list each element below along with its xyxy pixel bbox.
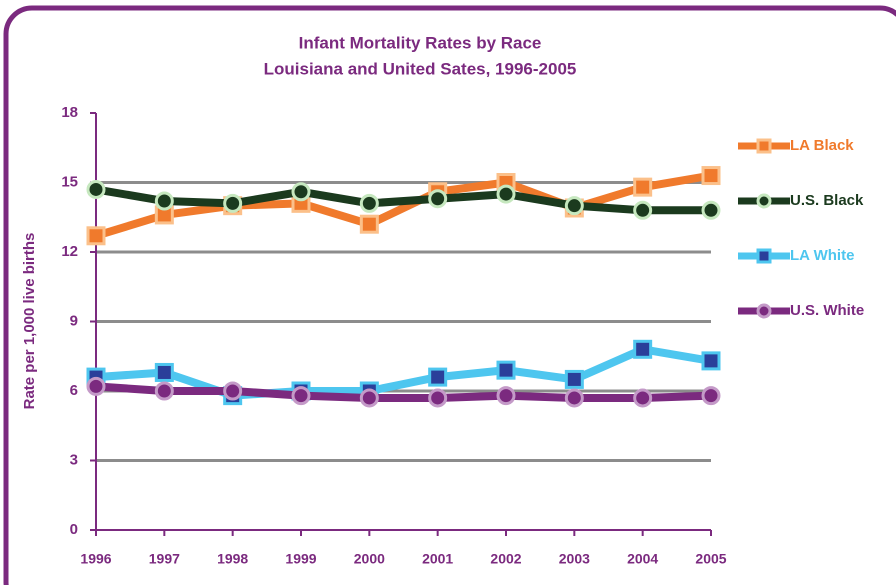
x-tick-label: 1996 <box>80 551 111 567</box>
point <box>496 360 516 380</box>
series-line <box>95 382 712 402</box>
x-tick-label: 2003 <box>559 551 590 567</box>
point <box>223 381 243 401</box>
point <box>223 193 243 213</box>
point <box>564 196 584 216</box>
chart-title: Infant Mortality Rates by Race <box>299 33 542 52</box>
point <box>359 214 379 234</box>
point <box>359 193 379 213</box>
y-tick-label: 3 <box>70 451 78 468</box>
x-tick-label: 1998 <box>217 551 248 567</box>
point <box>291 386 311 406</box>
point <box>633 200 653 220</box>
point <box>154 362 174 382</box>
x-tick-label: 2005 <box>695 551 726 567</box>
point <box>496 184 516 204</box>
point <box>154 191 174 211</box>
point <box>701 200 721 220</box>
point <box>701 351 721 371</box>
legend-label: U.S. Black <box>790 192 864 209</box>
x-tick-label: 2000 <box>354 551 385 567</box>
point <box>633 339 653 359</box>
point <box>496 386 516 406</box>
x-tick-label: 1997 <box>149 551 180 567</box>
point <box>86 226 106 246</box>
series-line <box>95 185 711 215</box>
legend-marker <box>756 303 772 319</box>
point <box>564 388 584 408</box>
legend-marker <box>756 193 772 209</box>
x-tick-label: 1999 <box>285 551 316 567</box>
x-tick-label: 2001 <box>422 551 453 567</box>
point <box>633 177 653 197</box>
y-tick-label: 9 <box>70 312 78 329</box>
y-tick-label: 15 <box>61 173 78 190</box>
legend-label: U.S. White <box>790 302 864 319</box>
y-tick-label: 18 <box>61 104 78 121</box>
frame <box>3 5 896 585</box>
legend-label: LA White <box>790 247 854 264</box>
point <box>154 381 174 401</box>
point <box>633 388 653 408</box>
point <box>428 367 448 387</box>
point <box>701 386 721 406</box>
series-line <box>94 171 712 240</box>
point <box>86 179 106 199</box>
point <box>359 388 379 408</box>
x-tick-label: 2002 <box>490 551 521 567</box>
legend-marker <box>756 138 772 154</box>
legend-marker <box>756 248 772 264</box>
x-tick-label: 2004 <box>627 551 658 567</box>
legend-label: LA Black <box>790 137 854 154</box>
chart-subtitle: Louisiana and United Sates, 1996-2005 <box>264 59 577 78</box>
y-tick-label: 6 <box>70 382 78 399</box>
point <box>428 388 448 408</box>
y-tick-label: 12 <box>61 243 78 260</box>
point <box>86 376 106 396</box>
point <box>291 182 311 202</box>
y-tick-label: 0 <box>70 521 78 538</box>
point <box>701 166 721 186</box>
series-line <box>95 345 712 400</box>
y-axis-label: Rate per 1,000 live births <box>21 233 38 410</box>
point <box>428 189 448 209</box>
point <box>564 369 584 389</box>
